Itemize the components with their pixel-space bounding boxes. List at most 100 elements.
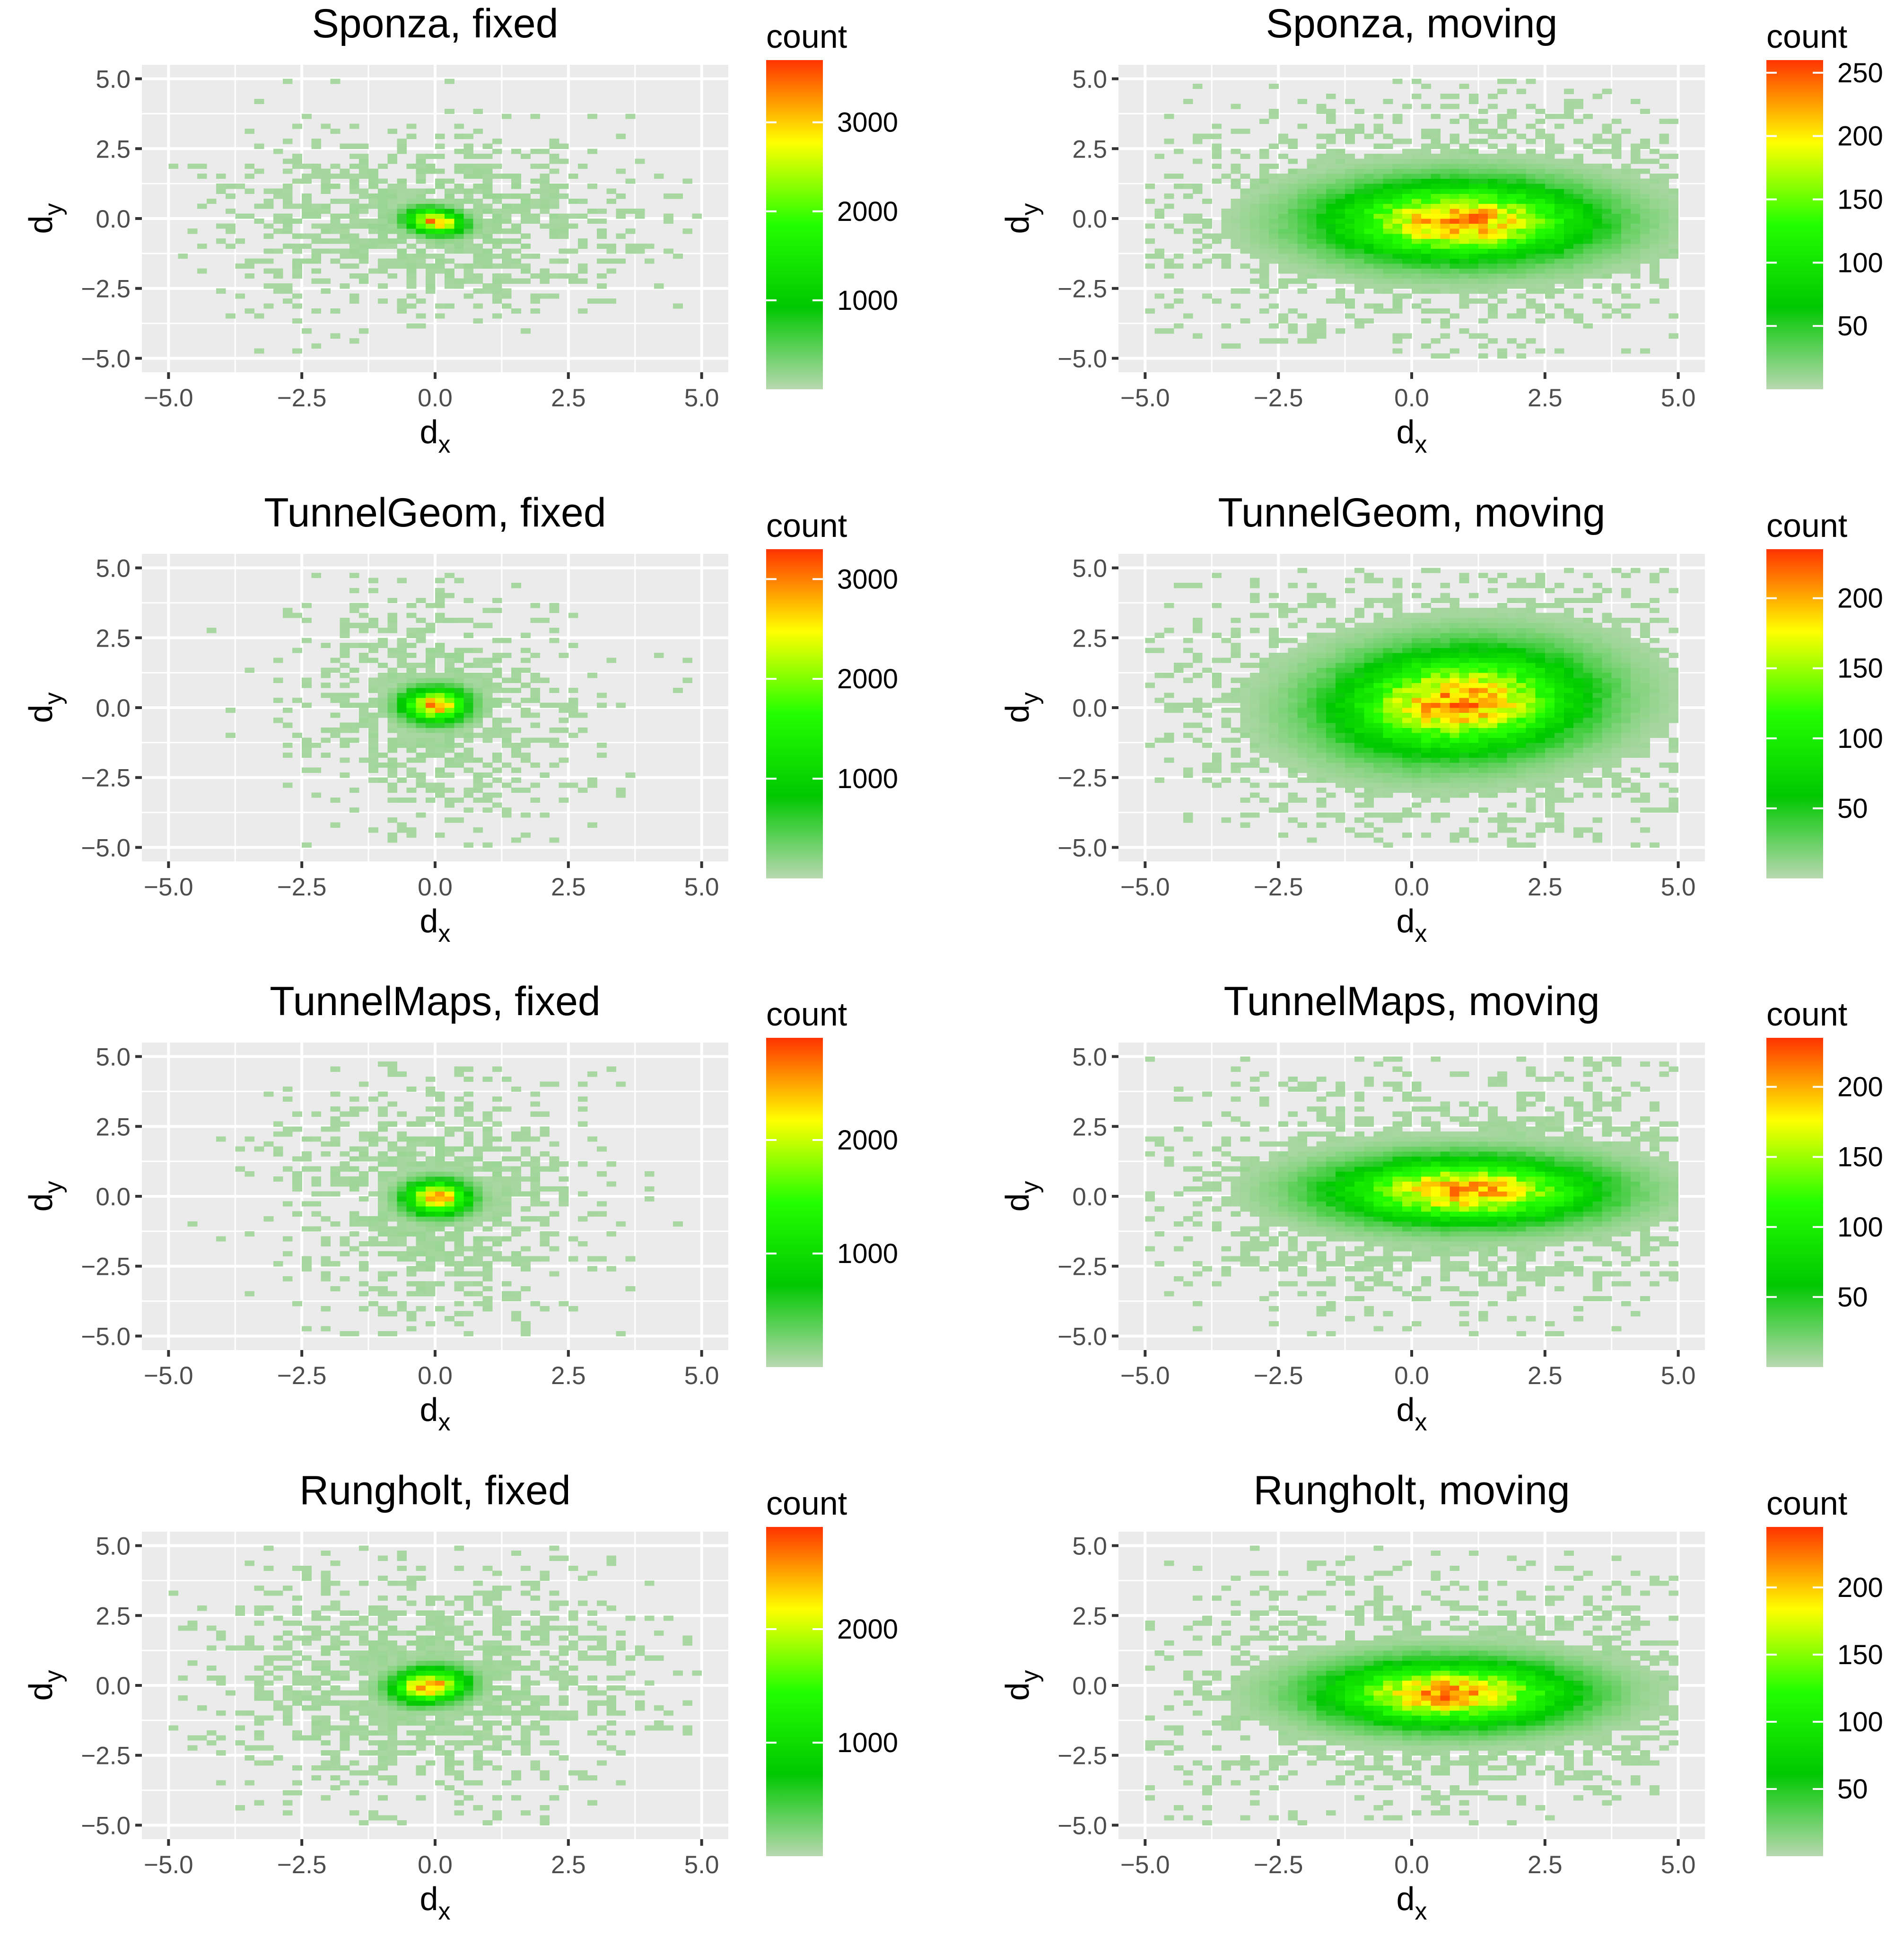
- heatmap-bin: [492, 163, 502, 169]
- heatmap-bin: [226, 228, 236, 234]
- heatmap-bin: [387, 772, 398, 778]
- heatmap-bin: [530, 618, 541, 623]
- heatmap-bin: [1354, 273, 1364, 279]
- heatmap-bin: [549, 153, 559, 159]
- heatmap-bin: [1468, 118, 1479, 124]
- heatmap-bin: [1602, 223, 1612, 229]
- heatmap-bin: [226, 208, 236, 214]
- heatmap-bin: [1564, 238, 1574, 244]
- heatmap-bin: [1440, 638, 1450, 643]
- heatmap-bin: [1421, 223, 1431, 229]
- heatmap-bin: [1545, 288, 1555, 294]
- heatmap-bin: [1345, 642, 1355, 648]
- heatmap-bin: [1373, 213, 1384, 219]
- heatmap-bin: [616, 233, 626, 239]
- heatmap-bin: [435, 712, 445, 718]
- heatmap-bin: [482, 228, 493, 234]
- heatmap-bin: [530, 737, 541, 743]
- heatmap-bin: [416, 153, 426, 159]
- heatmap-bin: [1497, 827, 1507, 833]
- heatmap-bin: [1297, 223, 1308, 229]
- heatmap-bin: [1412, 168, 1422, 174]
- heatmap-bin: [1640, 184, 1650, 189]
- heatmap-bin: [387, 747, 398, 753]
- heatmap-bin: [1497, 787, 1507, 793]
- heatmap-bin: [454, 238, 464, 244]
- heatmap-bin: [1335, 677, 1345, 683]
- heatmap-bin: [1269, 223, 1279, 229]
- heatmap-bin: [501, 812, 512, 818]
- heatmap-bin: [1193, 139, 1203, 144]
- heatmap-bin: [1497, 618, 1507, 623]
- heatmap-bin: [1316, 638, 1327, 643]
- heatmap-bin: [482, 178, 493, 184]
- heatmap-bin: [1450, 728, 1460, 733]
- heatmap-bin: [1316, 198, 1327, 204]
- heatmap-bin: [587, 782, 597, 788]
- heatmap-bin: [1450, 253, 1460, 259]
- heatmap-bin: [511, 702, 521, 708]
- heatmap-bin: [1440, 308, 1450, 314]
- heatmap-bin: [1545, 603, 1555, 608]
- colorbar-label: 100: [1837, 247, 1883, 278]
- heatmap-bin: [1592, 693, 1603, 698]
- heatmap-bin: [1164, 732, 1174, 738]
- heatmap-bin: [1392, 742, 1403, 748]
- heatmap-bin: [435, 693, 445, 698]
- y-tick-label: 0.0: [1072, 205, 1107, 233]
- heatmap-bin: [1364, 822, 1374, 828]
- heatmap-bin: [1488, 223, 1498, 229]
- heatmap-bin: [321, 1216, 331, 1222]
- heatmap-bin: [1354, 702, 1364, 708]
- heatmap-bin: [463, 133, 474, 139]
- heatmap-bin: [1545, 628, 1555, 633]
- heatmap-bin: [1468, 153, 1479, 159]
- heatmap-bin: [1345, 697, 1355, 703]
- heatmap-bin: [1240, 702, 1250, 708]
- heatmap-bin: [1450, 178, 1460, 184]
- heatmap-bin: [1535, 583, 1546, 588]
- heatmap-bin: [1535, 687, 1546, 693]
- heatmap-bin: [1659, 697, 1669, 703]
- heatmap-bin: [1335, 298, 1345, 304]
- heatmap-bin: [463, 677, 474, 683]
- heatmap-bin: [302, 174, 312, 179]
- heatmap-bin: [1412, 613, 1422, 618]
- heatmap-bin: [1240, 129, 1250, 134]
- heatmap-bin: [1611, 233, 1622, 239]
- colorbar-label: 1000: [837, 285, 898, 316]
- heatmap-bin: [501, 114, 512, 119]
- heatmap-bin: [425, 693, 436, 698]
- heatmap-bin: [1259, 797, 1269, 803]
- heatmap-bin: [1497, 298, 1507, 304]
- heatmap-bin: [1602, 253, 1612, 259]
- heatmap-bin: [1611, 623, 1622, 628]
- heatmap-bin: [1421, 613, 1431, 618]
- heatmap-bin: [1288, 184, 1298, 189]
- heatmap-bin: [454, 618, 464, 623]
- heatmap-bin: [1554, 648, 1564, 653]
- heatmap-bin: [340, 233, 350, 239]
- heatmap-bin: [1526, 153, 1536, 159]
- heatmap-bin: [1354, 648, 1364, 653]
- colorbar-label: 50: [1837, 311, 1868, 342]
- heatmap-bin: [1650, 184, 1659, 189]
- heatmap-bin: [1554, 618, 1564, 623]
- heatmap-bin: [1630, 168, 1641, 174]
- heatmap-bin: [1630, 708, 1641, 713]
- heatmap-bin: [349, 1331, 359, 1337]
- heatmap-bin: [397, 298, 407, 304]
- heatmap-bin: [1431, 188, 1441, 194]
- heatmap-bin: [1650, 278, 1659, 284]
- heatmap-bin: [1231, 767, 1241, 773]
- heatmap-bin: [1507, 248, 1517, 254]
- heatmap-bin: [1212, 233, 1222, 239]
- heatmap-bin: [1516, 88, 1527, 94]
- heatmap-bin: [397, 777, 407, 783]
- heatmap-bin: [1383, 752, 1393, 758]
- heatmap-bin: [311, 1181, 322, 1187]
- heatmap-bin: [1640, 693, 1650, 698]
- heatmap-bin: [340, 1331, 350, 1337]
- heatmap-bin: [1278, 223, 1288, 229]
- heatmap-bin: [1164, 114, 1174, 119]
